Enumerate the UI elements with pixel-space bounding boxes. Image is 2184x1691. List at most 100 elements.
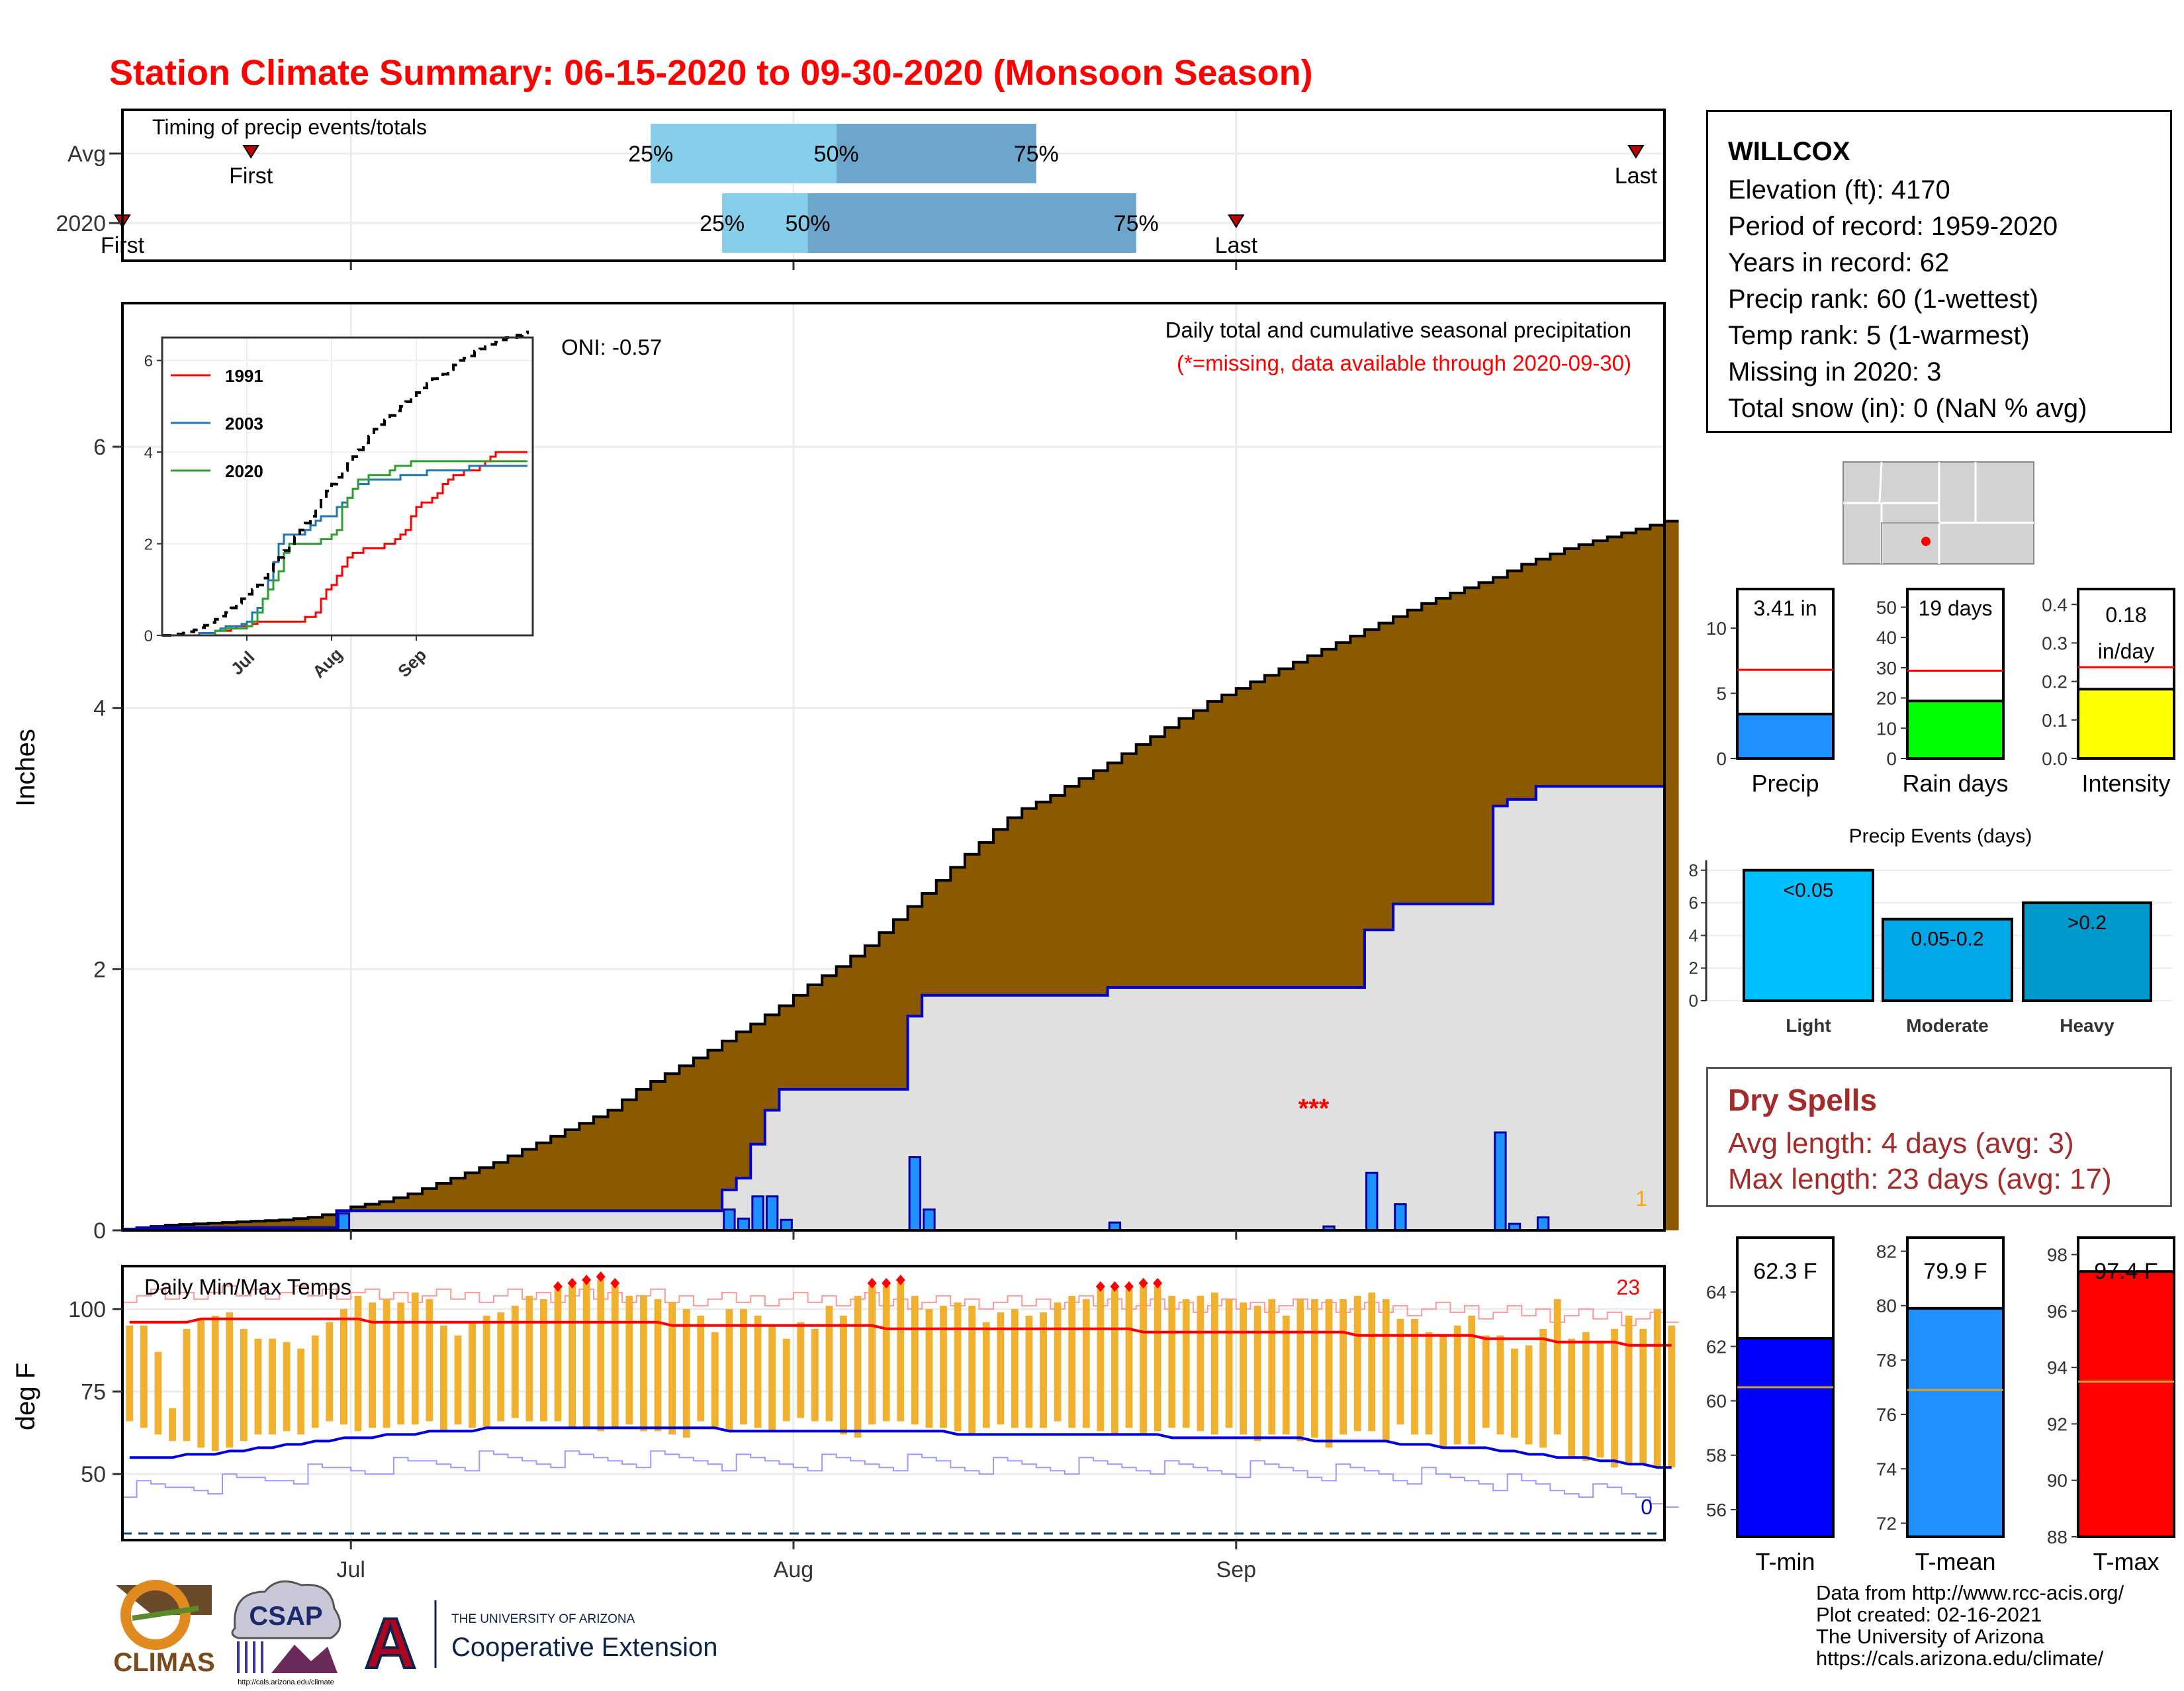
temp-range-bar (1140, 1285, 1147, 1435)
tsum-ytick-label: 88 (2047, 1527, 2068, 1547)
temp-range-bar (1625, 1315, 1633, 1465)
station-period: Period of record: 1959-2020 (1728, 212, 2058, 241)
ua-logo-big-text: Cooperative Extension (451, 1633, 717, 1662)
temp-range-bar (1439, 1335, 1447, 1448)
record-high-marker (882, 1277, 891, 1289)
summary-value-label: 19 days (1918, 596, 1992, 620)
precip-panel-border (121, 302, 1666, 1232)
tsum-value-bar (1736, 1337, 1835, 1538)
csap-logo-url: http://cals.arizona.edu/climate (238, 1678, 334, 1686)
summary-ytick-label: 0.4 (2042, 594, 2068, 615)
temp-range-bar (569, 1285, 576, 1428)
record-high-marker (596, 1271, 606, 1282)
tsum-category-label: T-max (2093, 1548, 2159, 1575)
summary-value-label: 0.18 (2105, 603, 2146, 627)
temp-range-bar (1068, 1295, 1076, 1428)
summary-ytick-label: 0.1 (2042, 710, 2068, 731)
daily-precip-bar (723, 1208, 736, 1232)
inset-legend-label: 2003 (225, 414, 263, 434)
timing-bar-50-75 (807, 193, 1136, 253)
tsum-ytick-label: 74 (1876, 1459, 1897, 1479)
temp-range-bar (1411, 1318, 1418, 1435)
events-title: Precip Events (days) (1849, 825, 2032, 847)
temp-range-bar (1011, 1308, 1019, 1428)
cumulative-2020-line (122, 785, 1664, 1231)
daily-precip-bar (1394, 1203, 1407, 1232)
temp-range-bar (1025, 1315, 1033, 1428)
tsum-value-bar (1906, 1306, 2005, 1538)
temp-range-bar (383, 1299, 390, 1428)
precip-ytick-label: 6 (93, 435, 106, 460)
missing-marks: *** (1298, 1094, 1330, 1123)
events-category-label: Moderate (1906, 1015, 1988, 1036)
temp-range-bar (369, 1302, 376, 1428)
tsum-ytick-label: 72 (1876, 1513, 1897, 1533)
temp-range-bar (682, 1308, 690, 1438)
summary-ytick-label: 40 (1876, 627, 1897, 648)
ua-logo-letter: A (365, 1603, 416, 1683)
events-ytick-label: 6 (1689, 893, 1698, 913)
timing-row-label: Avg (68, 142, 106, 167)
csap-logo-text: CSAP (249, 1602, 322, 1631)
dry-spells-box: Dry Spells Avg length: 4 days (avg: 3) M… (1706, 1067, 2172, 1207)
summary-category-label: Precip (1751, 770, 1819, 797)
temp-range-bar (1111, 1289, 1118, 1435)
record-high-marker (1110, 1281, 1120, 1292)
tsum-value-label: 62.3 F (1753, 1259, 1817, 1284)
temp-range-bar (1553, 1299, 1561, 1435)
station-missing: Missing in 2020: 3 (1728, 357, 1942, 387)
events-bar (2022, 901, 2152, 1002)
temp-range-bar (297, 1348, 305, 1435)
summary-ytick-label: 50 (1876, 597, 1897, 617)
temp-range-bar (1340, 1299, 1347, 1435)
summary-ytick-label: 0.2 (2042, 672, 2068, 692)
record-high-marker (895, 1274, 905, 1285)
state-outline (1881, 522, 1939, 564)
temp-range-bar (454, 1335, 462, 1425)
temp-range-bar (1225, 1299, 1233, 1428)
temp-range-bar (497, 1312, 505, 1422)
station-elevation: Elevation (ft): 4170 (1728, 175, 1950, 205)
temp-range-bar (968, 1305, 976, 1435)
station-years: Years in record: 62 (1728, 248, 1950, 277)
temp-range-bar (840, 1315, 847, 1435)
temp-range-bar (1125, 1289, 1133, 1428)
climas-logo-text: CLIMAS (113, 1648, 214, 1677)
temp-range-bar (240, 1328, 248, 1441)
timing-title: Timing of precip events/totals (152, 115, 427, 139)
inset-series-line (162, 330, 529, 637)
temp-xtick-label: Jul (336, 1557, 365, 1582)
summary-ytick-label: 0 (1886, 749, 1897, 769)
inset-legend-label: 1991 (225, 366, 263, 386)
temp-range-bar (982, 1322, 990, 1428)
timing-bar-50-75 (836, 124, 1036, 183)
record-high-marker (553, 1281, 563, 1292)
temp-range-bar (1425, 1332, 1433, 1435)
ua-logo-small-text: THE UNIVERSITY OF ARIZONA (451, 1612, 635, 1626)
events-category-label: Light (1786, 1015, 1831, 1036)
temp-range-bar (226, 1312, 234, 1448)
footer-notes: Data from http://www.rcc-acis.org/ Plot … (1816, 1582, 2124, 1669)
temp-range-bar (911, 1295, 919, 1425)
footer-line: Plot created: 02-16-2021 (1816, 1603, 2042, 1626)
timing-p25-label: 25% (628, 142, 673, 167)
daily-precip-bar (751, 1195, 764, 1232)
station-name: WILLCOX (1728, 137, 1850, 166)
temp-range-bar (283, 1342, 291, 1432)
inset-ytick-label: 0 (144, 627, 153, 645)
record-low-line (122, 1450, 1679, 1508)
temp-range-bar (954, 1302, 962, 1432)
events-ytick-label: 8 (1689, 860, 1698, 880)
temp-xtick-label: Sep (1216, 1557, 1257, 1582)
tsum-value-label: 79.9 F (1923, 1259, 1987, 1284)
avg-cumulative-line (122, 520, 1679, 1231)
temp-range-bar (725, 1308, 733, 1432)
temp-y-axis-label: deg F (11, 1363, 40, 1430)
dry-avg-length: Avg length: 4 days (avg: 3) (1728, 1127, 2074, 1160)
temp-range-bar (1325, 1299, 1333, 1448)
tsum-ytick-label: 64 (1706, 1282, 1727, 1303)
record-high-marker (1095, 1281, 1105, 1292)
tsum-ytick-label: 60 (1706, 1391, 1727, 1412)
tsum-value-label: 97.4 F (2094, 1259, 2158, 1284)
temp-range-bar (1611, 1328, 1618, 1468)
